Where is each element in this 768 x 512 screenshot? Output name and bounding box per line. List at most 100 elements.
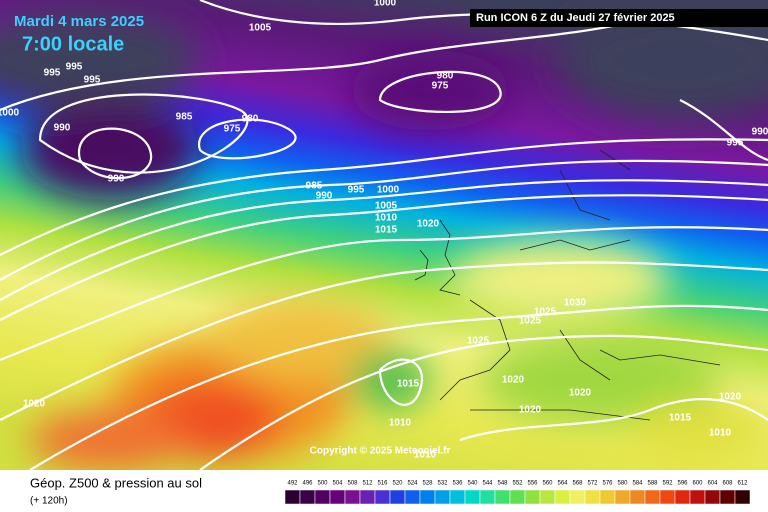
colorbar-swatch	[644, 489, 661, 505]
isobar-label: 1025	[534, 307, 557, 318]
isobar-label: 1015	[669, 413, 692, 424]
isobar-label: 1020	[417, 219, 440, 230]
colorbar-label: 588	[647, 481, 658, 487]
colorbar-swatch	[614, 489, 631, 505]
isobar-label: 1020	[502, 375, 525, 386]
isobar-label: 1025	[467, 336, 490, 347]
colorbar-swatch	[719, 489, 736, 505]
colorbar-swatch	[539, 489, 556, 505]
colorbar-label: 568	[572, 481, 583, 487]
isobar-label: 990	[316, 191, 333, 202]
colorbar-swatch	[299, 489, 316, 505]
isobar-label: 990	[108, 174, 125, 185]
colorbar-swatch	[449, 489, 466, 505]
colorbar-label: 532	[437, 481, 448, 487]
isobar-label: 995	[348, 185, 365, 196]
colorbar-label: 580	[617, 481, 628, 487]
isobar-label: 1000	[0, 108, 20, 119]
isobar-label: 990	[752, 127, 768, 138]
colorbar-swatch	[674, 489, 691, 505]
colorbar-swatch	[629, 489, 646, 505]
colorbar-label: 552	[512, 481, 523, 487]
colorbar-swatch	[494, 489, 511, 505]
colorbar-swatch	[344, 489, 361, 505]
colorbar-label: 520	[392, 481, 403, 487]
colorbar-swatch	[689, 489, 706, 505]
isobar-label: 975	[432, 81, 449, 92]
colorbar-swatch	[374, 489, 391, 505]
colorbar-swatch	[314, 489, 331, 505]
colorbar-label: 524	[407, 481, 418, 487]
colorbar-label: 500	[317, 481, 328, 487]
colorbar-label: 596	[677, 481, 688, 487]
colorbar-swatch	[464, 489, 481, 505]
colorbar-swatch	[584, 489, 601, 505]
run-info: Run ICON 6 Z du Jeudi 27 février 2025	[476, 12, 675, 24]
run-box	[470, 9, 768, 27]
colorbar-swatch	[479, 489, 496, 505]
colorbar-label: 604	[707, 481, 718, 487]
copyright: Copyright © 2025 Meteociel.fr	[310, 446, 451, 457]
colorbar-swatch	[509, 489, 526, 505]
isobars	[0, 0, 768, 470]
isobar-label: 990	[54, 123, 71, 134]
isobar-label: 995	[44, 68, 61, 79]
isobar-label: 1010	[375, 213, 398, 224]
isobar-label: 1025	[519, 316, 542, 327]
isobar-label: 1015	[397, 379, 420, 390]
colorbar-swatch	[569, 489, 586, 505]
colorbar-label: 544	[482, 481, 493, 487]
isobar-label: 1020	[719, 392, 742, 403]
isobar-label: 995	[66, 62, 83, 73]
colorbar-label: 528	[422, 481, 433, 487]
field-blobs	[0, 0, 768, 470]
colorbar-label: 584	[632, 481, 643, 487]
isobar-label: 1005	[249, 23, 272, 34]
colorbar-swatch	[524, 489, 541, 505]
isobar-label: 1015	[375, 225, 398, 236]
isobar-label: 985	[176, 112, 193, 123]
colorbar-label: 516	[377, 481, 388, 487]
colorbar-swatch	[389, 489, 406, 505]
map-area: 1000100599599599598097598598097599099010…	[0, 0, 768, 471]
isobar-labels: 1000100599599599598097598598097599099010…	[0, 0, 768, 461]
colorbar-swatch	[599, 489, 616, 505]
colorbar-swatch	[404, 489, 421, 505]
footer-title: Géop. Z500 & pression au sol	[30, 475, 202, 490]
isobar-label: 995	[84, 75, 101, 86]
isobar-label: 985	[306, 181, 323, 192]
colorbar-label: 512	[362, 481, 373, 487]
colorbar-label: 548	[497, 481, 508, 487]
isobar-label: 1030	[564, 298, 587, 309]
colorbar-label: 540	[467, 481, 478, 487]
colorbar: 492 496 500 504 508 512 516 520 524 528 532 536 540 5…	[284, 481, 751, 505]
colorbar-label: 572	[587, 481, 598, 487]
colorbar-label: 492	[287, 481, 298, 487]
isobar-label: 1020	[23, 399, 46, 410]
isobar-label: 1005	[375, 201, 398, 212]
colorbar-swatch	[734, 489, 751, 505]
isobar-label: 975	[224, 124, 241, 135]
isobar-label: 1020	[569, 388, 592, 399]
colorbar-label: 608	[722, 481, 733, 487]
colorbar-swatch	[329, 489, 346, 505]
isobar-label: 995	[727, 138, 744, 149]
isobar-label: 1010	[389, 418, 412, 429]
forecast-time: 7:00 locale	[22, 33, 124, 55]
colorbar-swatch	[419, 489, 436, 505]
colorbar-label: 600	[692, 481, 703, 487]
colorbar-label: 612	[737, 481, 748, 487]
colorbar-label: 556	[527, 481, 538, 487]
colorbar-label: 536	[452, 481, 463, 487]
forecast-date: Mardi 4 mars 2025	[14, 13, 144, 30]
colorbar-swatch	[284, 489, 301, 505]
isobar-label: 980	[242, 114, 259, 125]
isobar-label: 1020	[519, 405, 542, 416]
colorbar-swatch	[434, 489, 451, 505]
isobar-label: 980	[437, 71, 454, 82]
colorbar-swatch	[659, 489, 676, 505]
colorbar-label: 576	[602, 481, 613, 487]
colorbar-swatch	[359, 489, 376, 505]
isobar-label: 1000	[374, 0, 397, 9]
